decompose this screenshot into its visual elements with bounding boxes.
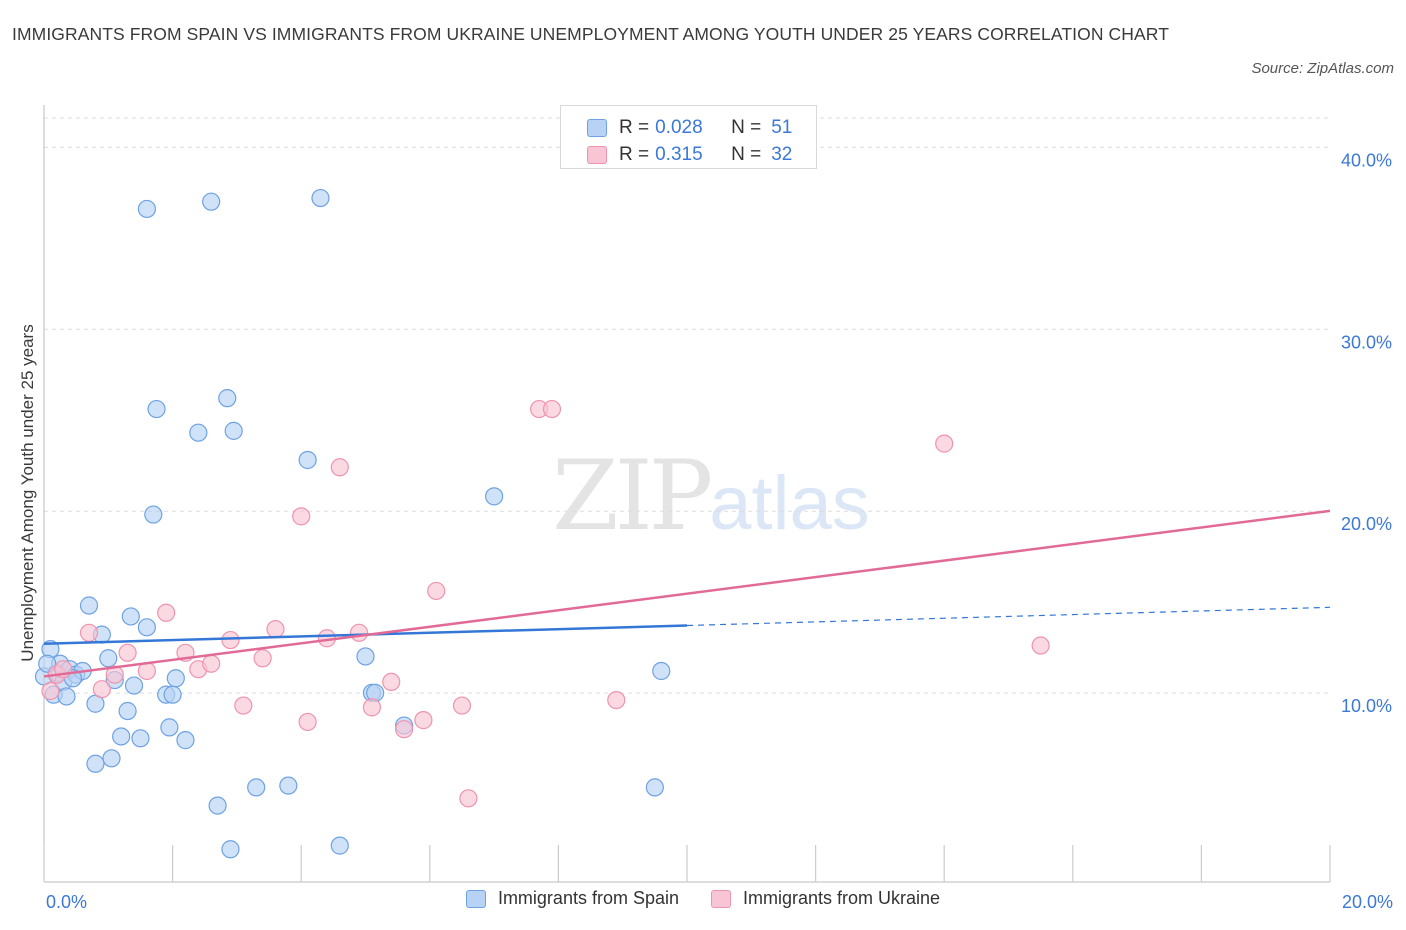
ukraine-point: [118, 643, 137, 662]
spain-point: [131, 729, 150, 748]
ukraine-point: [79, 623, 99, 642]
legend-item-ukraine[interactable]: Immigrants from Ukraine: [711, 888, 940, 909]
spain-point: [652, 661, 671, 681]
ukraine-trend-line: [43, 509, 1331, 678]
spain-point: [112, 727, 131, 746]
ukraine-point: [221, 630, 240, 650]
spain-point: [163, 685, 182, 704]
spain-trend-extension: [686, 606, 1331, 627]
ukraine-point: [157, 603, 176, 622]
ukraine-point: [349, 623, 369, 642]
ukraine-point: [41, 681, 60, 701]
ukraine-point: [542, 399, 562, 419]
legend-label-ukraine: Immigrants from Ukraine: [743, 888, 941, 908]
legend-row-ukraine: R = 0.315 N = 32: [587, 142, 792, 168]
n-label: N =: [731, 117, 762, 138]
spain-point: [311, 188, 330, 208]
ukraine-point: [362, 698, 382, 717]
tick-label-layer: 10.0% 20.0% 30.0% 40.0% 0.0% 20.0%: [46, 150, 1393, 912]
spain-point: [144, 505, 163, 524]
spain-point: [57, 687, 76, 706]
r-label: R =: [619, 117, 650, 138]
spain-point: [147, 399, 166, 419]
ukraine-swatch-icon: [711, 889, 731, 908]
spain-point: [137, 199, 156, 219]
spain-point: [208, 796, 227, 815]
ukraine-point: [92, 680, 111, 699]
spain-point: [330, 836, 349, 855]
ukraine-point: [382, 672, 401, 692]
ukraine-point: [427, 581, 446, 601]
spain-point: [202, 192, 221, 211]
spain-point: [279, 776, 298, 795]
ukraine-point: [459, 789, 478, 808]
axis-layer: [43, 105, 1331, 883]
spain-point: [118, 701, 137, 721]
n-value-spain: 51: [771, 117, 793, 138]
spain-swatch-icon: [587, 119, 607, 137]
r-value-spain: 0.028: [655, 117, 703, 138]
legend-item-spain[interactable]: Immigrants from Spain: [465, 888, 679, 909]
spain-point: [160, 718, 179, 737]
ukraine-point: [266, 620, 285, 639]
spain-point: [102, 749, 121, 768]
correlation-legend: R = 0.028 N = 51 R = 0.315 N = 32: [560, 105, 817, 169]
ukraine-point: [298, 712, 317, 732]
spain-point: [137, 618, 156, 637]
r-value-ukraine: 0.315: [655, 144, 703, 165]
spain-point: [86, 754, 105, 773]
legend-row-spain: R = 0.028 N = 51: [587, 115, 792, 141]
spain-points: [34, 188, 671, 859]
ukraine-point: [202, 654, 221, 673]
y-tick-label: 30.0%: [1341, 332, 1392, 352]
ukraine-point: [330, 458, 349, 477]
spain-point: [298, 450, 317, 470]
spain-point: [189, 423, 208, 442]
ukraine-point: [414, 711, 433, 730]
legend-label-spain: Immigrants from Spain: [497, 888, 679, 908]
ukraine-point: [607, 690, 626, 710]
ukraine-swatch-icon: [587, 146, 607, 164]
ukraine-point: [234, 696, 253, 715]
grid-layer: [44, 117, 1330, 694]
spain-point: [356, 647, 375, 666]
spain-point: [176, 731, 195, 750]
n-label: N =: [731, 144, 762, 165]
chart-title: IMMIGRANTS FROM SPAIN VS IMMIGRANTS FROM…: [12, 24, 1169, 44]
r-label: R =: [619, 144, 650, 165]
ukraine-point: [292, 507, 311, 526]
trend-layer: [43, 509, 1331, 678]
spain-point: [166, 669, 185, 688]
ukraine-points: [41, 399, 1050, 808]
spain-point: [247, 778, 266, 797]
ukraine-point: [452, 696, 472, 715]
spain-point: [224, 421, 243, 440]
x-tick-label: 0.0%: [46, 892, 87, 912]
ukraine-point: [935, 434, 954, 453]
spain-point: [79, 596, 99, 615]
spain-point: [221, 840, 240, 859]
y-tick-label: 20.0%: [1341, 514, 1392, 534]
ukraine-point: [253, 649, 272, 668]
spain-point: [218, 389, 237, 408]
x-tick-label: 20.0%: [1342, 892, 1393, 912]
ukraine-point: [394, 720, 414, 739]
spain-swatch-icon: [465, 889, 486, 908]
source-label: Source: ZipAtlas.com: [1251, 60, 1394, 77]
y-tick-label: 40.0%: [1341, 150, 1392, 170]
spain-point: [121, 607, 140, 626]
series-legend: Immigrants from Spain Immigrants from Uk…: [0, 888, 1406, 909]
ukraine-point: [1031, 636, 1050, 655]
y-tick-label: 10.0%: [1341, 696, 1392, 716]
spain-point: [124, 676, 144, 695]
spain-point: [645, 778, 664, 797]
n-value-ukraine: 32: [771, 144, 793, 165]
spain-point: [99, 649, 118, 668]
spain-point: [485, 487, 504, 506]
